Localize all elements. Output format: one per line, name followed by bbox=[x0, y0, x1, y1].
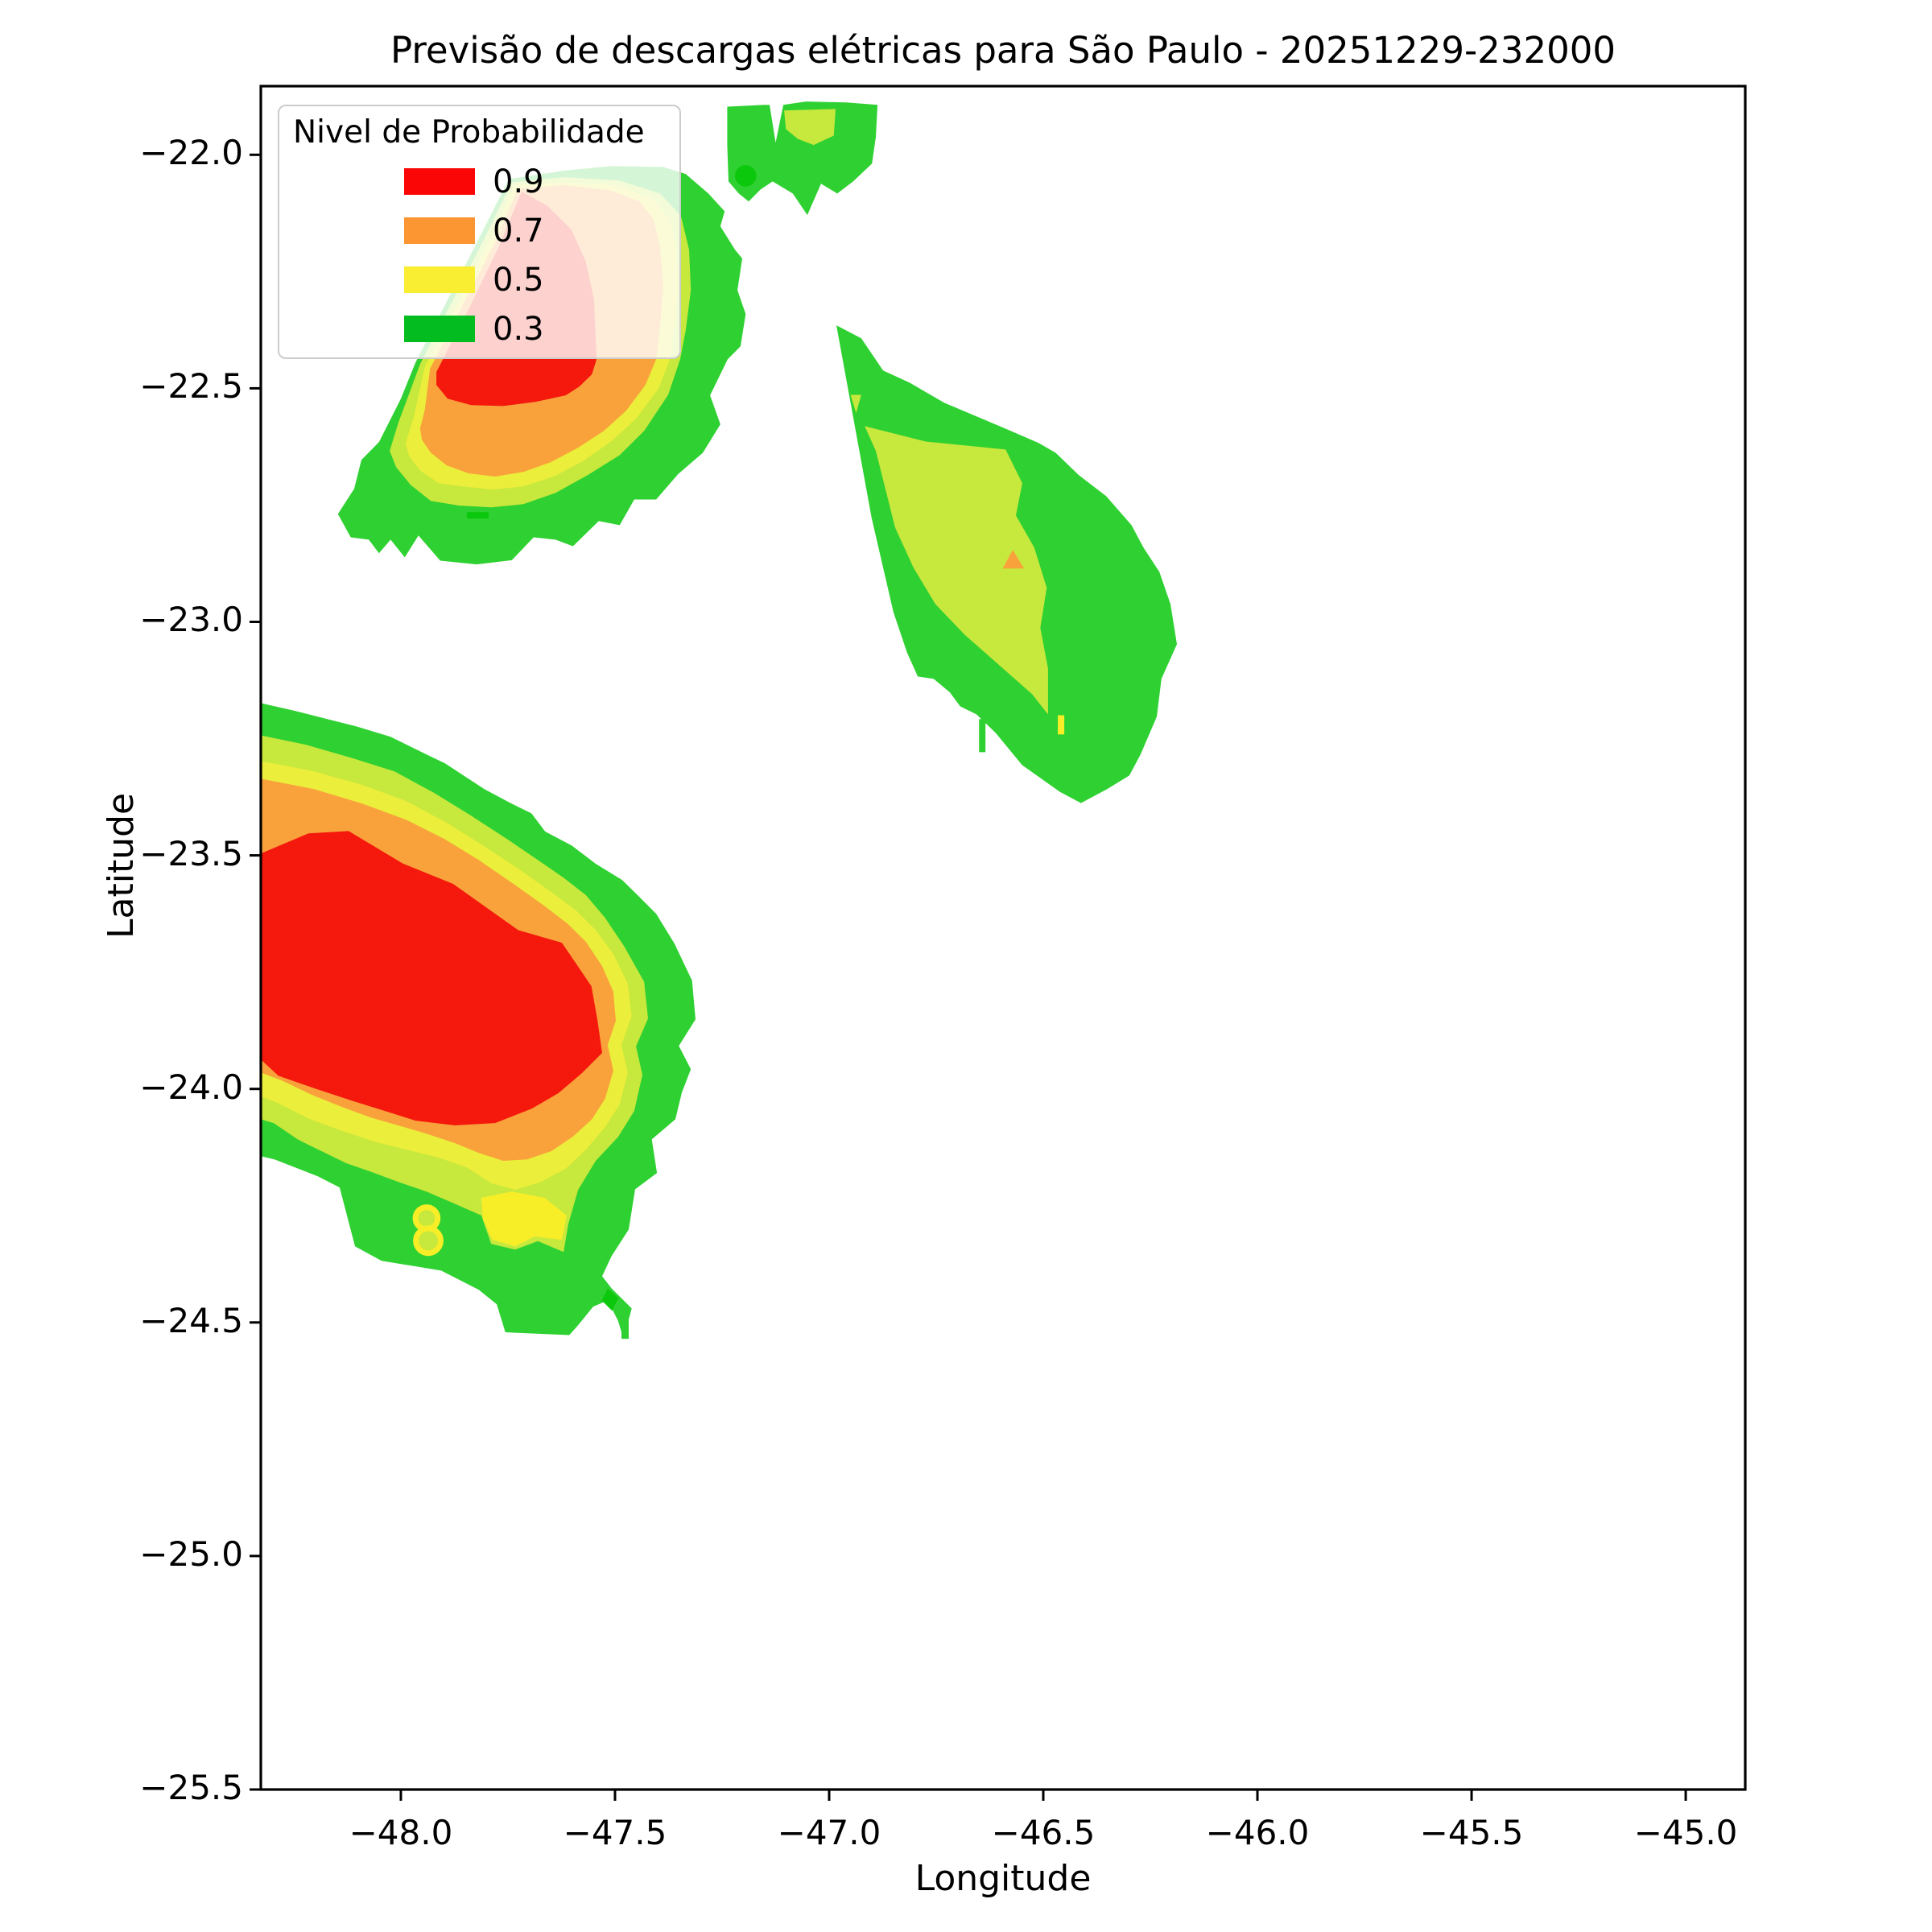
contour-circle-north-cell-dark-green-dot bbox=[735, 165, 757, 187]
y-tick-label: −24.0 bbox=[139, 1067, 243, 1107]
contour-region-northwest-cell-dark-green-dash bbox=[466, 512, 489, 519]
x-tick-label: −46.0 bbox=[1205, 1813, 1310, 1852]
y-tick-label: −23.0 bbox=[139, 600, 243, 640]
legend-label: 0.9 bbox=[493, 163, 544, 200]
contour-region-south-cell-p09 bbox=[261, 831, 602, 1125]
legend-entry-0.9: 0.9 bbox=[279, 163, 679, 200]
x-tick-label: −45.5 bbox=[1419, 1813, 1524, 1852]
legend-label: 0.7 bbox=[493, 213, 544, 250]
contour-region-east-cell-yellow-spur bbox=[1058, 715, 1065, 735]
x-tick-label: −48.0 bbox=[349, 1813, 453, 1852]
legend-swatch-0.9 bbox=[404, 168, 475, 195]
legend-entry-0.7: 0.7 bbox=[279, 213, 679, 250]
x-tick-label: −47.5 bbox=[563, 1813, 667, 1852]
contour-region-north-cell-p04 bbox=[784, 109, 836, 146]
y-tick-label: −22.5 bbox=[139, 366, 243, 407]
contour-region-east-cell-p04 bbox=[865, 426, 1048, 715]
plot-border bbox=[259, 85, 1747, 1791]
contour-region-east-cell-yg-wedge bbox=[850, 394, 861, 414]
contour-region-south-cell-green-spur bbox=[621, 1316, 629, 1340]
y-tick-label: −22.0 bbox=[139, 133, 243, 173]
contour-region-north-cell-p03 bbox=[727, 101, 878, 216]
x-tick-label: −46.5 bbox=[991, 1813, 1096, 1852]
legend-swatch-0.7 bbox=[404, 217, 475, 244]
contour-region-south-cell-yellow-patch bbox=[481, 1191, 567, 1247]
legend-swatch-0.5 bbox=[404, 266, 475, 293]
x-axis-label: Longitude bbox=[914, 1858, 1092, 1899]
legend-entry-0.5: 0.5 bbox=[279, 262, 679, 299]
y-tick-label: −25.5 bbox=[139, 1768, 243, 1807]
legend-label: 0.5 bbox=[493, 262, 544, 299]
x-tick-label: −45.0 bbox=[1633, 1813, 1738, 1852]
legend-box: Nivel de Probabilidade 0.9 0.7 0.5 0.3 bbox=[278, 105, 681, 359]
contour-region-south-cell-dark-green-diamond bbox=[601, 1288, 619, 1311]
contour-circle-south-cell-yellow-ring-lower bbox=[413, 1225, 444, 1257]
y-tick-label: −23.5 bbox=[139, 833, 243, 873]
legend-entry-0.3: 0.3 bbox=[279, 311, 679, 348]
contour-region-south-cell-yellow-dash bbox=[515, 1211, 529, 1218]
x-tick-label: −47.0 bbox=[777, 1813, 881, 1852]
contour-region-east-cell-orange-triangle bbox=[1002, 550, 1025, 569]
legend-swatch-0.3 bbox=[404, 316, 475, 342]
y-tick-label: −25.0 bbox=[139, 1534, 243, 1574]
legend-title: Nivel de Probabilidade bbox=[293, 114, 645, 151]
contour-region-east-cell-green-spur bbox=[979, 719, 986, 753]
legend-label: 0.3 bbox=[493, 311, 544, 348]
y-tick-label: −24.5 bbox=[139, 1300, 243, 1340]
chart-title: Previsão de descargas elétricas para São… bbox=[390, 29, 1616, 72]
